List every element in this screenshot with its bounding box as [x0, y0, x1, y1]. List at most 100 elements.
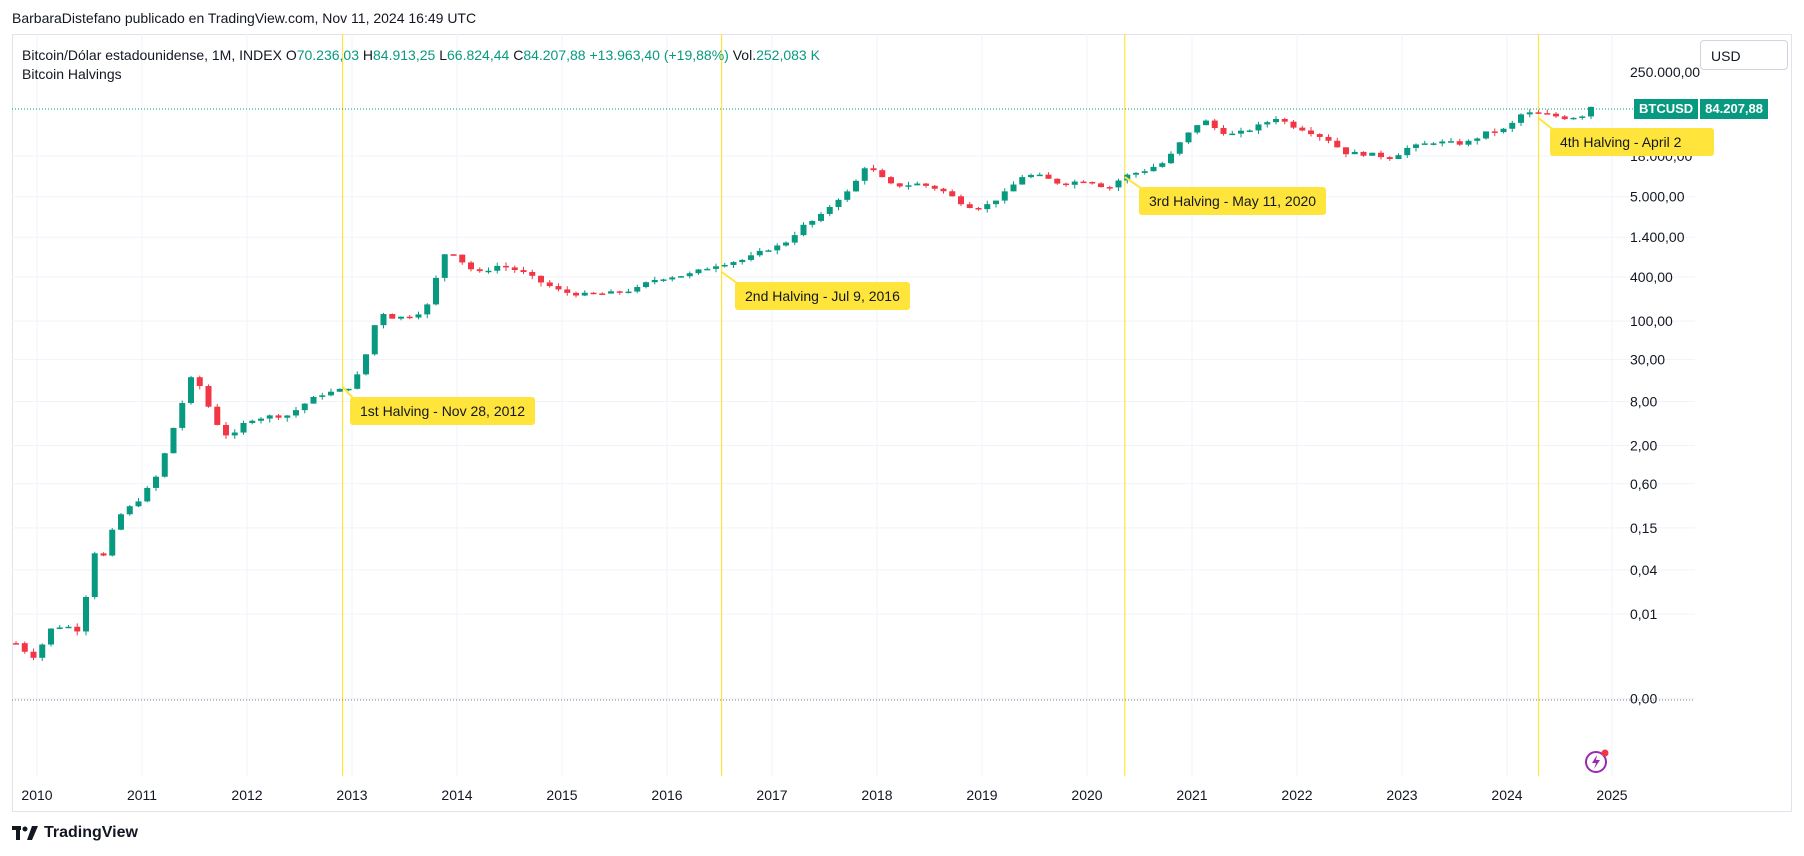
tradingview-logo-icon — [12, 826, 38, 840]
candle-body — [748, 255, 754, 260]
candle-body — [1080, 181, 1087, 184]
candle-body — [494, 265, 501, 271]
candle-body — [1316, 134, 1323, 137]
candle-body — [1421, 143, 1428, 145]
candle-body — [1325, 136, 1332, 141]
y-tick-label: 400,00 — [1630, 269, 1673, 285]
candle-body — [844, 191, 851, 200]
candle-body — [503, 265, 509, 268]
chart-frame — [12, 34, 1792, 812]
x-tick-label: 2012 — [231, 787, 262, 803]
candle-body — [695, 269, 702, 274]
candle-body — [363, 354, 369, 375]
candle-body — [1491, 131, 1498, 133]
candle-body — [1054, 178, 1061, 184]
candle-body — [809, 220, 816, 225]
candle-body — [905, 185, 912, 187]
candle-body — [993, 200, 999, 205]
candle-body — [1526, 112, 1533, 115]
y-tick-label: 2,00 — [1630, 438, 1657, 454]
candle-body — [1071, 181, 1078, 185]
candle-body — [13, 643, 19, 645]
halving-label[interactable]: 4th Halving - April 2 — [1550, 128, 1714, 156]
candle-body — [380, 314, 387, 326]
footer-brand[interactable]: TradingView — [12, 824, 138, 842]
candle-body — [1203, 120, 1209, 126]
candle-body — [1386, 157, 1393, 160]
candle-body — [389, 314, 396, 319]
currency-button[interactable]: USD — [1700, 40, 1788, 70]
halving-label[interactable]: 1st Halving - Nov 28, 2012 — [350, 397, 535, 425]
candle-body — [765, 250, 772, 252]
halving-label[interactable]: 2nd Halving - Jul 9, 2016 — [735, 282, 910, 310]
candle-body — [1561, 116, 1568, 120]
candle-body — [1413, 144, 1419, 148]
candle-body — [1448, 141, 1454, 143]
candle-body — [923, 183, 929, 186]
candle-body — [1474, 138, 1481, 141]
candle-body — [984, 204, 991, 210]
legend-open-value: 70.236,03 — [296, 47, 359, 63]
candle-body — [1010, 184, 1017, 192]
candle-body — [468, 262, 474, 270]
candle-body — [1229, 133, 1236, 136]
candle-body — [774, 245, 781, 251]
y-tick-label: 0,04 — [1630, 562, 1657, 578]
candle-body — [231, 432, 238, 436]
candle-body — [1133, 172, 1139, 175]
candle-body — [1553, 113, 1559, 117]
x-tick-label: 2021 — [1176, 787, 1207, 803]
candle-body — [800, 224, 807, 236]
x-tick-label: 2011 — [127, 787, 157, 803]
candle-body — [1159, 163, 1166, 167]
candle-body — [371, 325, 378, 355]
candle-body — [783, 242, 789, 246]
x-tick-label: 2017 — [756, 787, 787, 803]
candle-body — [1290, 121, 1297, 128]
candle-body — [196, 377, 203, 387]
candle-body — [958, 196, 964, 205]
candle-body — [179, 403, 186, 428]
x-tick-label: 2025 — [1596, 787, 1627, 803]
ticker-symbol: BTCUSD — [1634, 99, 1701, 119]
y-tick-label: 1.400,00 — [1630, 229, 1685, 245]
candle-body — [188, 377, 194, 404]
last-price-tag: BTCUSD 84.207,88 — [1634, 99, 1769, 119]
candle-body — [643, 282, 649, 288]
candle-body — [1334, 140, 1341, 148]
candle-body — [511, 267, 518, 271]
candle-body — [485, 270, 492, 273]
indicator-name[interactable]: Bitcoin Halvings — [22, 66, 122, 82]
candle-body — [756, 250, 763, 256]
candle-body — [266, 415, 273, 419]
candle-body — [529, 271, 536, 276]
candle-body — [660, 279, 667, 281]
candle-body — [555, 286, 562, 290]
candle-body — [1351, 151, 1358, 155]
candle-body — [1430, 143, 1437, 145]
candle-body — [1045, 174, 1052, 179]
candle-body — [1273, 119, 1279, 123]
candle-body — [1378, 152, 1384, 158]
candle-body — [888, 177, 894, 184]
x-tick-label: 2022 — [1281, 787, 1312, 803]
candle-body — [931, 185, 938, 189]
candle-body — [118, 514, 124, 530]
lightning-icon[interactable] — [1584, 748, 1610, 774]
candle-body — [1343, 147, 1349, 155]
candle-body — [441, 254, 448, 278]
halving-label[interactable]: 3rd Halving - May 11, 2020 — [1139, 187, 1327, 215]
candle-body — [275, 415, 282, 418]
legend-volume-key: Vol. — [732, 47, 757, 63]
candle-body — [240, 422, 247, 433]
candle-body — [616, 291, 623, 293]
candle-body — [1176, 142, 1183, 154]
x-tick-label: 2018 — [861, 787, 892, 803]
candle-body — [310, 396, 317, 404]
candle-body — [826, 207, 833, 214]
candle-body — [1168, 153, 1174, 164]
candle-body — [975, 207, 982, 210]
candle-body — [870, 168, 877, 171]
candle-body — [135, 501, 142, 507]
